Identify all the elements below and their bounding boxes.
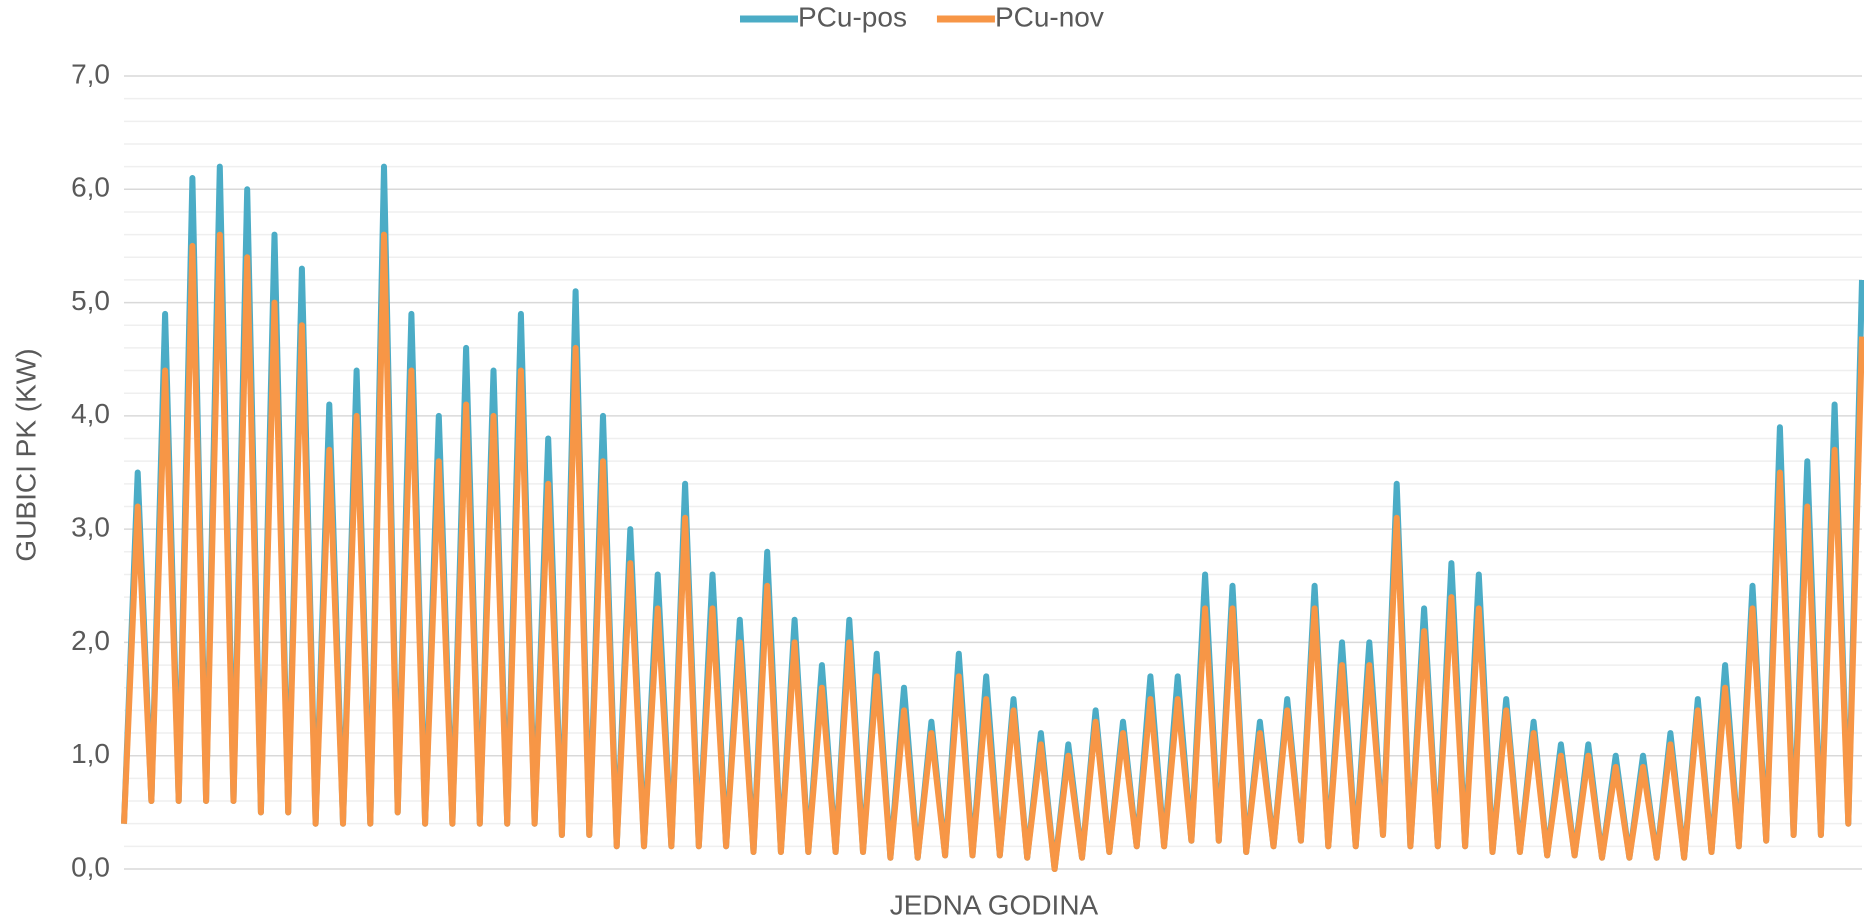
y-tick-label: 6,0 bbox=[71, 172, 110, 203]
legend-label: PCu-nov bbox=[995, 1, 1104, 32]
y-tick-label: 7,0 bbox=[71, 58, 110, 89]
x-axis-label: JEDNA GODINA bbox=[890, 889, 1099, 920]
series-line bbox=[121, 231, 1864, 872]
y-tick-label: 3,0 bbox=[71, 512, 110, 543]
legend-label: PCu-pos bbox=[798, 1, 907, 32]
y-axis-label: GUBICI PK (KW) bbox=[10, 348, 41, 561]
y-tick-label: 1,0 bbox=[71, 738, 110, 769]
y-tick-label: 5,0 bbox=[71, 285, 110, 316]
y-tick-label: 0,0 bbox=[71, 851, 110, 882]
y-tick-label: 2,0 bbox=[71, 625, 110, 656]
y-tick-label: 4,0 bbox=[71, 398, 110, 429]
